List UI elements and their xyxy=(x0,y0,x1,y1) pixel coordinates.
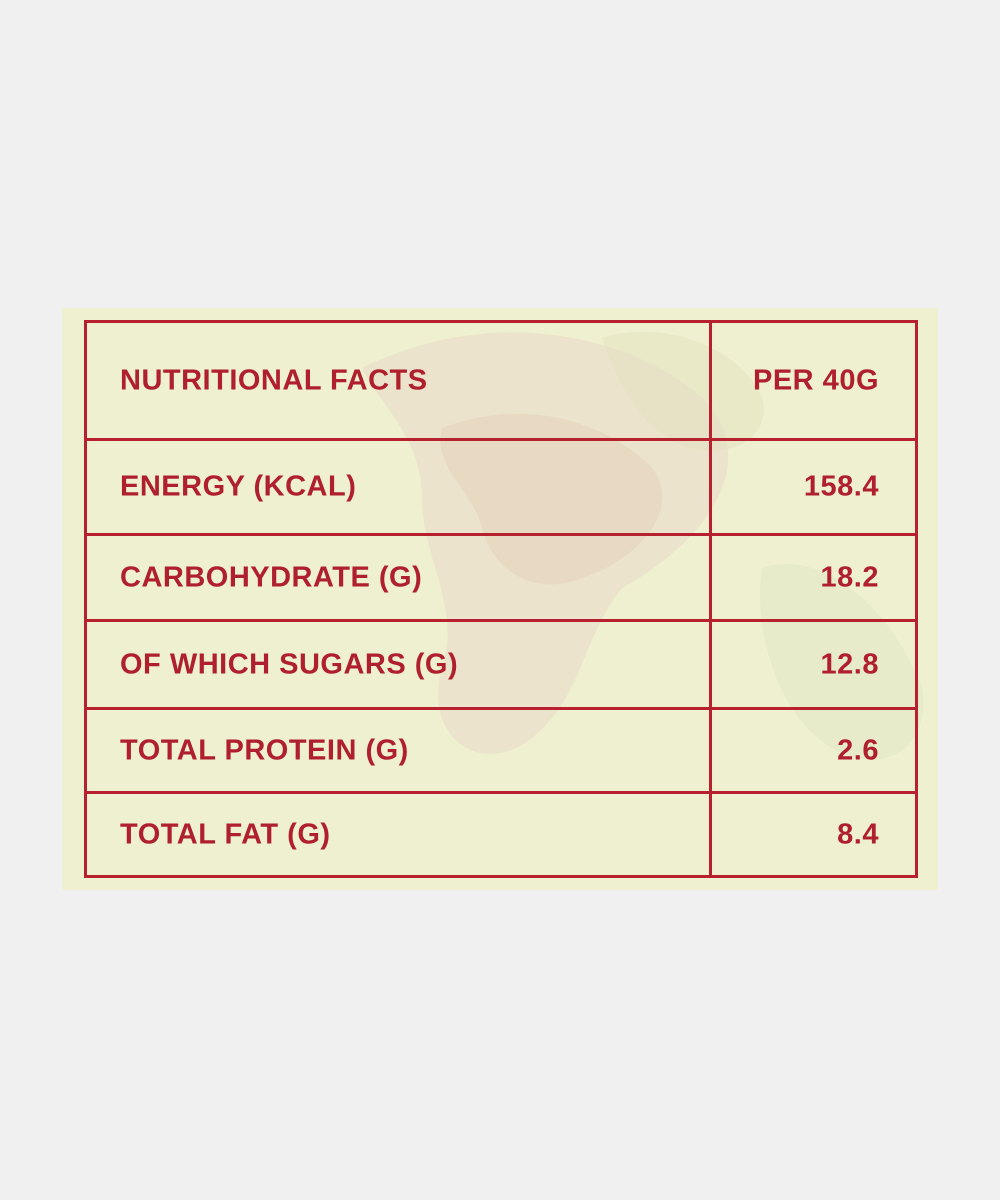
background-illustration xyxy=(362,331,924,760)
nutrient-name: ENERGY (KCAL) xyxy=(120,470,357,503)
nutrient-value: 158.4 xyxy=(803,470,879,503)
table-row: ENERGY (KCAL) 158.4 xyxy=(87,438,915,533)
header-serving: PER 40G xyxy=(753,364,879,396)
nutrient-name: CARBOHYDRATE (G) xyxy=(120,561,423,593)
nutrition-facts-table: NUTRITIONAL FACTS PER 40G ENERGY (KCAL) … xyxy=(84,320,918,878)
nutrition-label-panel: NUTRITIONAL FACTS PER 40G ENERGY (KCAL) … xyxy=(62,308,938,890)
nutrient-value: 12.8 xyxy=(820,648,879,680)
nutrient-name: TOTAL FAT (G) xyxy=(120,818,331,850)
nutrient-value: 18.2 xyxy=(820,561,879,593)
table-header-row: NUTRITIONAL FACTS PER 40G xyxy=(87,323,915,438)
table-row: OF WHICH SUGARS (G) 12.8 xyxy=(87,619,915,707)
nutrient-value: 8.4 xyxy=(837,818,879,850)
table-row: TOTAL FAT (G) 8.4 xyxy=(87,791,915,875)
nutrient-name: TOTAL PROTEIN (G) xyxy=(120,734,409,766)
table-row: CARBOHYDRATE (G) 18.2 xyxy=(87,533,915,619)
nutrient-value: 2.6 xyxy=(837,734,879,766)
column-divider xyxy=(709,323,712,875)
table-row: TOTAL PROTEIN (G) 2.6 xyxy=(87,707,915,791)
header-label: NUTRITIONAL FACTS xyxy=(120,364,428,396)
nutrient-name: OF WHICH SUGARS (G) xyxy=(120,648,459,680)
